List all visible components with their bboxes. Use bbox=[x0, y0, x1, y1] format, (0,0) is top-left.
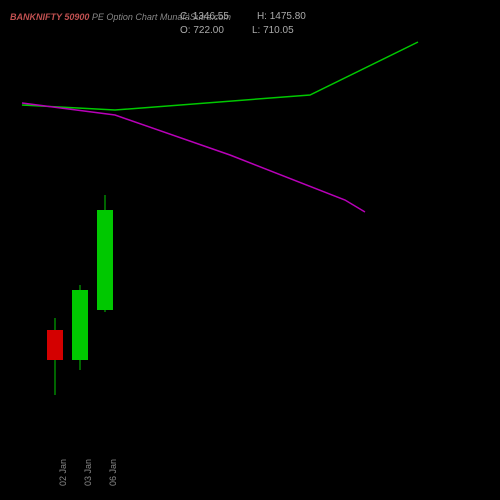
candle-body bbox=[72, 290, 88, 360]
candle-body bbox=[47, 330, 63, 360]
chart-plot-area bbox=[0, 0, 500, 500]
indicator-line bbox=[22, 103, 365, 212]
x-axis-label: 06 Jan bbox=[108, 459, 118, 486]
candlesticks bbox=[47, 195, 113, 395]
x-axis-label: 03 Jan bbox=[83, 459, 93, 486]
indicator-lines bbox=[22, 42, 418, 212]
candle-body bbox=[97, 210, 113, 310]
x-axis-labels: 02 Jan 03 Jan 06 Jan bbox=[0, 444, 500, 494]
chart-container: BANKNIFTY 50900 PE Option Chart MunafaSu… bbox=[0, 0, 500, 500]
indicator-line bbox=[22, 42, 418, 110]
x-axis-label: 02 Jan bbox=[58, 459, 68, 486]
